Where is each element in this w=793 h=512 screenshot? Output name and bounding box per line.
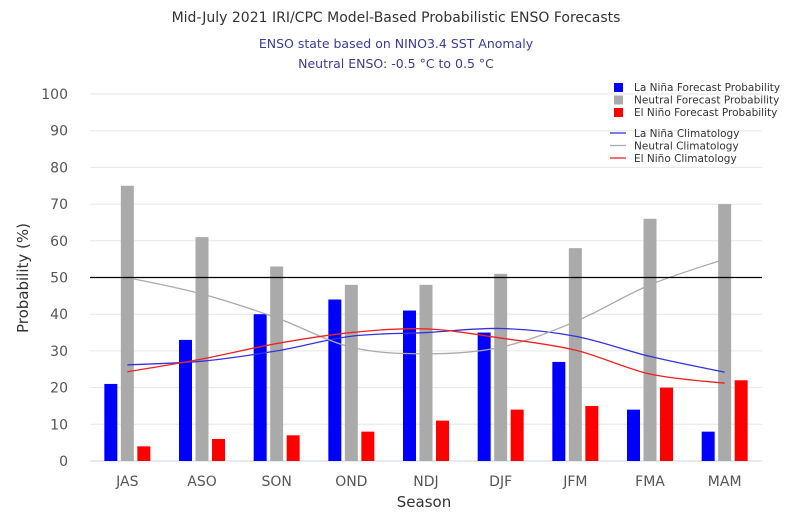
y-tick-label-0: 0: [59, 454, 68, 470]
legend-label-el-nino-forecast: El Niño Forecast Probability: [634, 107, 777, 119]
x-tick-label-ond: OND: [335, 474, 367, 490]
climatology-lines: [127, 258, 725, 384]
legend-swatch-neutral: [614, 95, 623, 105]
bar-el-nino-jas: [137, 446, 151, 461]
chart-title: Mid-July 2021 IRI/CPC Model-Based Probab…: [172, 10, 621, 26]
x-tick-label-jfm: JFM: [562, 474, 587, 490]
bar-el-nino-fma: [660, 387, 673, 461]
chart-subtitle-line-1: ENSO state based on NINO3.4 SST Anomaly: [259, 36, 534, 51]
bar-el-nino-mam: [734, 380, 748, 461]
bar-neutral-son: [270, 266, 284, 461]
y-tick-label-90: 90: [50, 124, 68, 140]
x-tick-label-fma: FMA: [635, 474, 665, 490]
x-axis-label: Season: [397, 493, 451, 511]
y-tick-label-50: 50: [50, 271, 68, 287]
y-axis-label: Probability (%): [14, 223, 32, 333]
bar-neutral-djf: [494, 273, 508, 461]
bar-el-nino-son: [286, 435, 300, 461]
bar-el-nino-djf: [510, 409, 524, 461]
x-tick-label-ndj: NDJ: [413, 474, 438, 490]
legend-label-neutral-climatology: Neutral Climatology: [634, 141, 739, 153]
x-tick-label-son: SON: [261, 474, 291, 490]
bar-la-nina-mam: [701, 431, 715, 461]
bar-la-nina-djf: [477, 332, 491, 461]
bar-el-nino-jfm: [585, 405, 599, 461]
x-tick-label-djf: DJF: [489, 474, 512, 490]
x-axis-ticks: JAS ASO SON OND NDJ DJF JFM FMA MAM: [115, 474, 741, 490]
bar-neutral-jfm: [568, 248, 582, 461]
bar-neutral-jas: [120, 185, 134, 461]
chart-subtitle-line-2: Neutral ENSO: -0.5 °C to 0.5 °C: [298, 56, 494, 71]
bar-la-nina-son: [253, 314, 267, 461]
climatology-line-neutral: [127, 258, 725, 355]
bar-neutral-ond: [344, 284, 358, 461]
bar-neutral-ndj: [419, 284, 433, 461]
x-tick-label-mam: MAM: [708, 474, 742, 490]
legend-swatch-la-nina: [614, 83, 623, 92]
legend-label-el-nino-climatology: El Niño Climatology: [634, 153, 737, 165]
y-tick-label-100: 100: [41, 87, 68, 103]
y-tick-label-80: 80: [50, 160, 68, 176]
bar-neutral-mam: [718, 204, 732, 461]
legend-swatch-el-nino: [614, 108, 623, 117]
bar-el-nino-ond: [361, 431, 375, 461]
x-tick-label-jas: JAS: [115, 474, 138, 490]
climatology-line-el-nino: [127, 328, 725, 384]
y-tick-label-40: 40: [50, 307, 68, 323]
bars: [104, 185, 748, 461]
climatology-line-la-nina: [127, 327, 725, 373]
bar-la-nina-ndj: [403, 310, 416, 461]
y-axis-ticks: 0 10 20 30 40 50 60 70 80 90 100: [41, 87, 68, 470]
bar-el-nino-aso: [212, 438, 225, 461]
bar-la-nina-aso: [179, 339, 192, 461]
x-tick-label-aso: ASO: [187, 474, 216, 490]
bar-neutral-fma: [643, 218, 657, 461]
y-tick-label-30: 30: [50, 344, 68, 360]
bar-la-nina-jas: [104, 383, 118, 461]
bar-la-nina-jfm: [552, 361, 566, 461]
bar-el-nino-ndj: [436, 420, 449, 461]
y-tick-label-60: 60: [50, 234, 68, 250]
y-tick-label-20: 20: [50, 381, 68, 397]
y-tick-label-70: 70: [50, 197, 68, 213]
bar-neutral-aso: [195, 237, 209, 461]
legend-label-la-nina-climatology: La Niña Climatology: [634, 128, 739, 140]
bar-la-nina-ond: [328, 299, 342, 461]
y-tick-label-10: 10: [50, 417, 68, 433]
legend-label-neutral-forecast: Neutral Forecast Probability: [634, 95, 779, 107]
bar-la-nina-fma: [627, 409, 640, 461]
legend-label-la-nina-forecast: La Niña Forecast Probability: [634, 82, 780, 94]
